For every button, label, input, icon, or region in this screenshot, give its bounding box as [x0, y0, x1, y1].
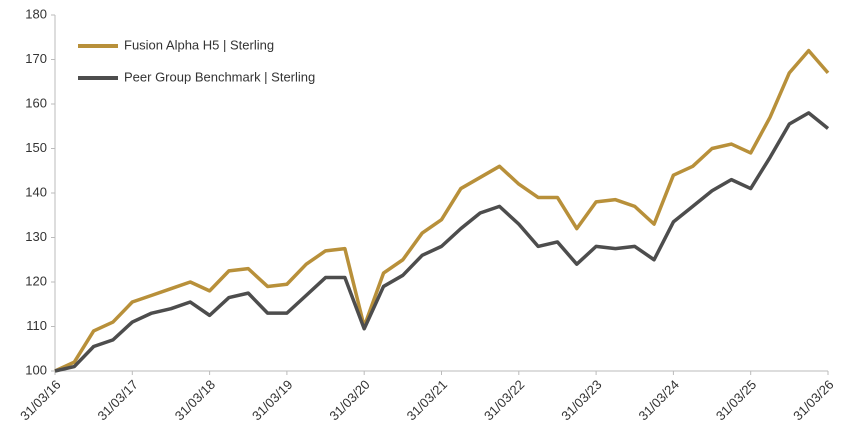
- y-tick-label: 160: [25, 95, 47, 110]
- series-line: [54, 111, 830, 373]
- x-tick-label: 31/03/26: [790, 377, 836, 423]
- y-tick-label: 100: [25, 362, 47, 377]
- y-tick-label: 140: [25, 184, 47, 199]
- y-tick-label: 180: [25, 6, 47, 21]
- x-tick-label: 31/03/19: [249, 377, 295, 423]
- y-tick-label: 120: [25, 273, 47, 288]
- x-tick-label: 31/03/18: [172, 377, 218, 423]
- y-tick-label: 130: [25, 229, 47, 244]
- x-tick-label: 31/03/23: [558, 377, 604, 423]
- x-tick-label: 31/03/25: [713, 377, 759, 423]
- x-tick-label: 31/03/16: [17, 377, 63, 423]
- y-tick-label: 110: [26, 318, 47, 333]
- x-tick-label: 31/03/20: [326, 377, 372, 423]
- series-line: [54, 48, 830, 373]
- y-tick-label: 170: [25, 51, 47, 66]
- x-tick-label: 31/03/24: [636, 377, 682, 423]
- legend-label: Peer Group Benchmark | Sterling: [124, 69, 315, 84]
- x-tick-label: 31/03/17: [94, 377, 140, 423]
- y-tick-label: 150: [25, 140, 47, 155]
- x-tick-label: 31/03/22: [481, 377, 527, 423]
- legend-label: Fusion Alpha H5 | Sterling: [124, 37, 274, 52]
- x-tick-label: 31/03/21: [404, 377, 450, 423]
